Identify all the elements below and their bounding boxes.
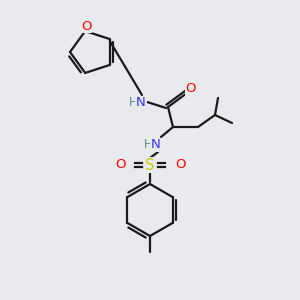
Text: N: N: [136, 97, 146, 110]
Text: O: O: [186, 82, 196, 95]
Text: O: O: [115, 158, 125, 172]
Text: O: O: [81, 20, 92, 33]
Text: O: O: [175, 158, 185, 172]
Text: H: H: [129, 97, 137, 110]
Text: H: H: [144, 139, 152, 152]
Text: S: S: [145, 158, 155, 172]
Text: N: N: [151, 139, 161, 152]
